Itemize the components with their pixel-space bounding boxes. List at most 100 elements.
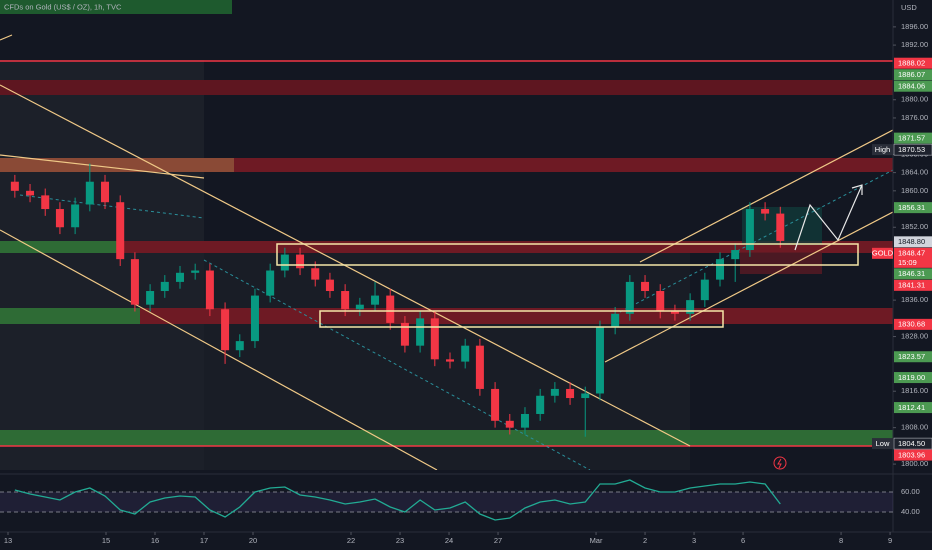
event-icon [777, 458, 782, 469]
candle-body [160, 281, 169, 292]
zone [0, 80, 893, 95]
candle-body [10, 181, 19, 191]
candle-body [536, 395, 545, 414]
x-tick-label: 2 [643, 536, 647, 545]
price-label: 1804.50 [898, 439, 925, 448]
price-tag-bg [872, 247, 893, 259]
price-label: 1888.02 [898, 58, 925, 67]
candle-body [55, 209, 64, 228]
price-tag-bg [872, 144, 893, 156]
price-label-bg [894, 202, 932, 214]
rsi-tick-label: 40.00 [901, 507, 920, 516]
price-label: 1830.68 [898, 320, 925, 329]
trend-line [0, 34, 13, 41]
y-tick-label: 1828.00 [901, 332, 928, 341]
candle-body [146, 291, 155, 305]
price-label-bg [893, 437, 932, 450]
candle-body [686, 300, 695, 314]
price-label-bg [894, 80, 932, 92]
candle-body [205, 270, 214, 310]
candle-body [611, 313, 620, 328]
candle-body [416, 318, 425, 346]
y-tick-label: 1800.00 [901, 459, 928, 468]
candle-body [776, 213, 785, 241]
price-label: 1819.00 [898, 373, 925, 382]
candle-body [296, 254, 305, 269]
price-label-bg [894, 247, 932, 268]
zone [0, 430, 893, 446]
candle-body [716, 259, 725, 280]
candle-body [595, 327, 604, 394]
candle-body [235, 341, 244, 351]
mid-line [19, 194, 205, 219]
trend-line [639, 129, 893, 263]
price-label: 1848.80 [898, 237, 925, 246]
zone [0, 308, 140, 324]
price-tag: GOLD [872, 249, 894, 258]
title-bar [0, 0, 232, 14]
candle-body [101, 181, 110, 203]
price-tag-bg [872, 438, 893, 450]
x-tick-label: 22 [347, 536, 355, 545]
candle-body [175, 272, 184, 282]
y-tick-label: 1864.00 [901, 168, 928, 177]
candle-body [325, 279, 334, 292]
candle-body [26, 190, 35, 196]
range-shade [0, 60, 204, 470]
price-label-bg [893, 143, 932, 156]
y-tick-label: 1808.00 [901, 423, 928, 432]
drawings [0, 34, 893, 470]
arrow-head [851, 184, 863, 195]
x-tick-label: 27 [494, 536, 502, 545]
candle-body [85, 181, 94, 205]
rsi-band [0, 492, 893, 512]
price-label: 1803.96 [898, 450, 925, 459]
x-tick-label: 13 [4, 536, 12, 545]
candle-body [656, 291, 665, 312]
y-tick-label: 1816.00 [901, 386, 928, 395]
candle-body [700, 279, 709, 301]
y-tick-label: 1876.00 [901, 113, 928, 122]
x-tick-label: 20 [249, 536, 257, 545]
candle-body [400, 322, 409, 346]
price-label: 1886.07 [898, 70, 925, 79]
candle-body [280, 254, 289, 271]
axes: 1896.001892.001880.001876.001868.001864.… [0, 22, 932, 545]
candle-body [745, 209, 754, 251]
x-tick-label: 15 [102, 536, 110, 545]
price-label-bg [894, 449, 932, 461]
x-tick-label: 3 [692, 536, 696, 545]
candle-body [566, 388, 575, 399]
price-label: 1823.57 [898, 352, 925, 361]
candle-body [475, 345, 484, 389]
x-tick-label: 17 [200, 536, 208, 545]
price-label: 1856.31 [898, 203, 925, 212]
price-label: 1848.47 [898, 249, 925, 258]
candle-body [371, 295, 380, 305]
candle-body [41, 195, 50, 210]
price-label-bg [894, 279, 932, 291]
countdown: 15:09 [898, 258, 917, 267]
candle-body [266, 270, 275, 296]
candle-body [355, 304, 364, 310]
x-tick-label: Mar [590, 536, 603, 545]
price-label-bg [894, 351, 932, 363]
projection [794, 184, 863, 251]
y-tick-label: 1852.00 [901, 222, 928, 231]
price-label: 1870.53 [898, 145, 925, 154]
y-tick-label: 1836.00 [901, 295, 928, 304]
x-tick-label: 23 [396, 536, 404, 545]
candles [10, 163, 785, 437]
overlays: CFDs on Gold (US$ / OZ), 1h, TVC USD [0, 0, 917, 470]
event-icon[interactable] [773, 456, 787, 470]
zone [740, 252, 822, 274]
price-tag: Low [876, 439, 890, 448]
candle-body [761, 209, 770, 214]
candle-body [505, 420, 514, 428]
candle-body [670, 311, 679, 314]
price-label: 1846.31 [898, 269, 925, 278]
candle-body [116, 202, 125, 260]
x-tick-label: 16 [151, 536, 159, 545]
